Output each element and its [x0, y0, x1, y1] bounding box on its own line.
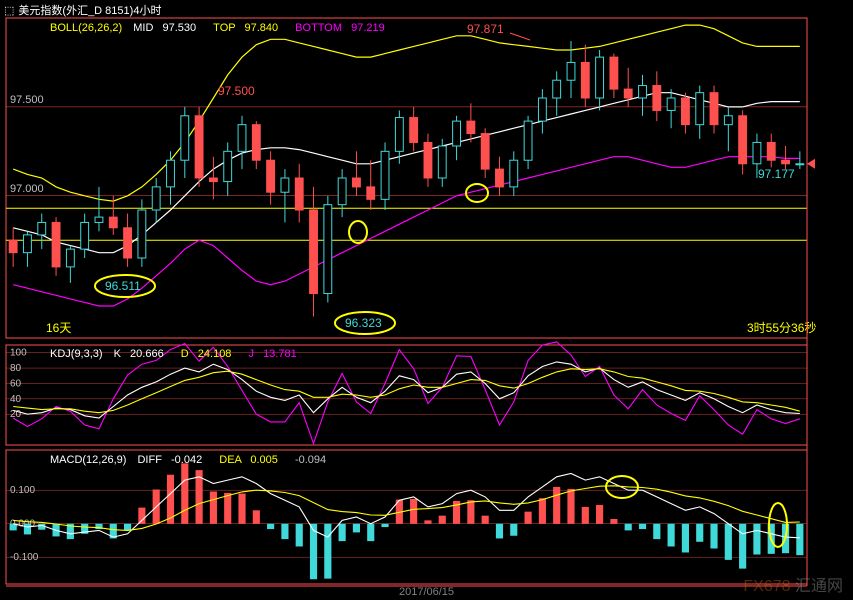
- svg-text:80: 80: [10, 363, 22, 374]
- instrument-title: 美元指数(外汇_D 8151)4小时: [18, 2, 161, 18]
- svg-text:97.500: 97.500: [218, 84, 255, 98]
- kdj-k-val: 20.666: [130, 348, 164, 360]
- boll-top-val: 97.840: [244, 22, 278, 34]
- macd-diff-label: DIFF: [137, 454, 161, 466]
- svg-text:97.177: 97.177: [758, 167, 795, 181]
- macd-hist-val: -0.094: [295, 454, 326, 466]
- macd-diff-val: -0.042: [171, 454, 202, 466]
- macd-header: MACD(12,26,9) DIFF -0.042 DEA 0.005 -0.0…: [50, 454, 326, 466]
- chart-root: 97.000 97.500 97.500 96.511 96.323 97.871 97.1…: [0, 0, 853, 600]
- boll-mid-label: MID: [133, 22, 153, 34]
- title-bar: ⬚ 美元指数(外汇_D 8151)4小时: [4, 2, 161, 18]
- boll-bottom-label: BOTTOM: [295, 22, 342, 34]
- kdj-label: KDJ(9,3,3): [50, 348, 103, 360]
- svg-text:60: 60: [10, 378, 22, 389]
- svg-text:97.871: 97.871: [467, 22, 504, 36]
- svg-text:3时55分36秒: 3时55分36秒: [747, 321, 816, 335]
- date-label: 2017/06/15: [399, 586, 454, 598]
- svg-text:100: 100: [10, 348, 27, 359]
- chart-svg: 97.000 97.500 97.500 96.511 96.323 97.871 97.1…: [0, 0, 853, 600]
- kdj-header: KDJ(9,3,3) K 20.666 D 24.108 J 13.781: [50, 348, 297, 360]
- kdj-d-label: D: [181, 348, 189, 360]
- svg-text:96.511: 96.511: [105, 279, 141, 293]
- svg-text:16天: 16天: [46, 321, 71, 335]
- macd-dea-label: DEA: [219, 454, 241, 466]
- boll-top-label: TOP: [213, 22, 235, 34]
- svg-text:97.500: 97.500: [10, 94, 44, 106]
- kdj-j-val: 13.781: [263, 348, 297, 360]
- svg-text:-0.100: -0.100: [10, 552, 39, 563]
- kdj-d-val: 24.108: [198, 348, 232, 360]
- svg-text:97.000: 97.000: [10, 183, 44, 195]
- svg-text:96.323: 96.323: [345, 316, 382, 330]
- boll-mid-val: 97.530: [162, 22, 196, 34]
- kdj-k-label: K: [114, 348, 121, 360]
- macd-dea-val: 0.005: [250, 454, 278, 466]
- boll-bottom-val: 97.219: [351, 22, 385, 34]
- kdj-j-label: J: [249, 348, 255, 360]
- macd-label: MACD(12,26,9): [50, 454, 126, 466]
- boll-label: BOLL(26,26,2): [50, 22, 122, 34]
- watermark-suffix: 汇通网: [795, 578, 843, 595]
- watermark-brand: FX678: [743, 578, 790, 595]
- link-icon: ⬚: [4, 4, 14, 17]
- watermark: FX678 汇通网: [743, 572, 843, 596]
- svg-text:0.100: 0.100: [10, 485, 35, 496]
- svg-text:40: 40: [10, 394, 22, 405]
- boll-header: BOLL(26,26,2) MID 97.530 TOP 97.840 BOTT…: [50, 22, 385, 34]
